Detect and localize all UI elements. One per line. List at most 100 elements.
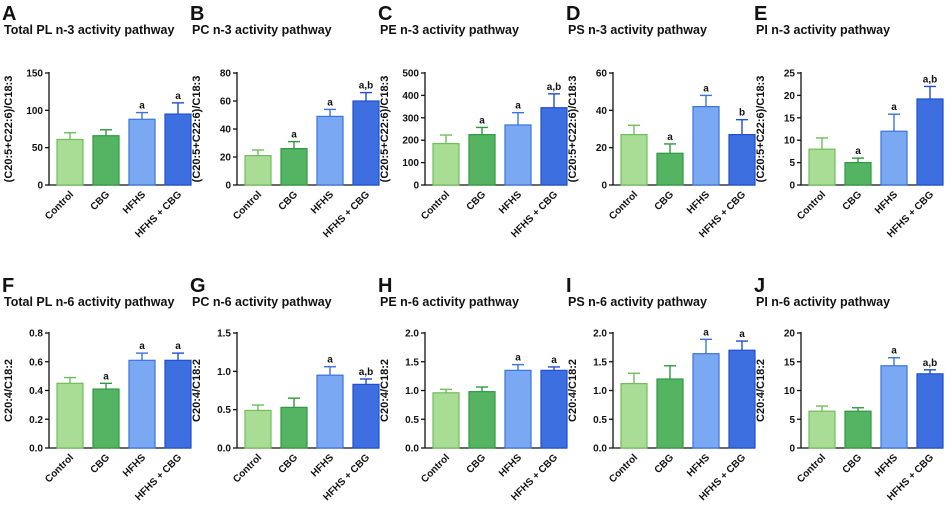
significance-label: a [703,327,709,338]
chart-title: Total PL n-3 activity pathway [4,23,174,37]
x-category-label: Control [795,189,828,222]
x-category-label: HFHS [309,189,336,216]
y-tick-label: 0.6 [29,357,43,368]
x-category-label: HFHS [873,189,900,216]
x-category-label: CBG [89,452,113,476]
y-tick-label: 1.5 [405,357,419,368]
y-tick-label: 300 [402,113,419,124]
significance-label: a,b [923,74,937,85]
chart-panel-e: EPI n-3 activity pathway (C20:5+C22:6)/C1… [754,3,944,240]
y-tick-label: 1.5 [217,329,231,340]
x-category-label: Control [795,452,828,485]
significance-label: a [327,97,333,108]
bar-control [244,155,272,186]
y-tick-label: 15 [784,357,796,368]
significance-label: a,b [359,81,373,92]
panel-letter: F [2,275,14,297]
panel-letter: H [378,275,392,297]
chart-panel-b: BPC n-3 activity pathway (C20:5+C22:6)/C1… [190,3,380,240]
panel-letter: C [378,3,392,25]
y-tick-label: 0 [789,181,795,192]
bar-hfhs-cbg [916,373,944,449]
y-tick-label: 150 [26,69,43,80]
chart-title: PC n-6 activity pathway [192,295,332,309]
bar-hfhs [880,130,908,186]
chart-title: PI n-3 activity pathway [756,23,890,37]
y-tick-label: 0.5 [217,405,231,416]
y-axis-label: (C20:5+C22:6)/C18:3 [755,76,767,183]
y-tick-label: 60 [220,97,232,108]
bar-cbg [280,148,308,186]
bar-hfhs-cbg [728,349,756,449]
y-tick-label: 0.5 [405,415,419,426]
y-axis-label: (C20:5+C22:6)/C18:3 [379,76,391,183]
significance-label: a [327,355,333,366]
significance-label: a,b [359,367,373,378]
bar-hfhs [316,374,344,449]
x-category-label: HFHS [121,189,148,216]
y-tick-label: 10 [784,386,796,397]
bar-control [244,409,272,449]
panel-letter: B [190,3,204,25]
bar-control [808,148,836,186]
chart-title: PE n-6 activity pathway [380,295,519,309]
x-category-label: CBG [277,452,301,476]
significance-label: a [515,101,521,112]
y-axis-label: (C20:5+C22:6)/C18:3 [567,76,579,183]
y-tick-label: 2.0 [593,329,607,340]
y-tick-label: 100 [26,106,43,117]
y-tick-label: 0.8 [29,329,43,340]
y-tick-label: 20 [220,153,232,164]
significance-label: a [103,371,109,382]
bar-cbg [468,391,496,449]
y-tick-label: 1.5 [593,357,607,368]
significance-label: a [139,341,145,352]
bar-hfhs-cbg [352,100,380,186]
y-tick-label: 25 [784,69,796,80]
y-tick-label: 40 [596,106,608,117]
significance-label: a [891,102,897,113]
significance-label: a [703,83,709,94]
bar-hfhs [128,118,156,186]
significance-label: a [891,346,897,357]
x-category-label: HFHS [497,189,524,216]
y-tick-label: 200 [402,136,419,147]
y-axis-label: C20:4/C18:2 [191,359,203,422]
bar-hfhs-cbg [540,369,568,449]
x-category-label: CBG [277,189,301,213]
y-axis-label: C20:4/C18:2 [755,359,767,422]
y-tick-label: 0 [789,444,795,455]
significance-label: a [175,341,181,352]
chart-title: PS n-3 activity pathway [568,23,707,37]
chart-panel-j: JPI n-6 activity pathway C20:4/C18:2 0 5 10 1… [754,275,944,503]
significance-label: a [175,91,181,102]
y-tick-label: 0 [37,181,43,192]
x-category-label: Control [43,189,76,222]
y-tick-label: 0.2 [29,415,43,426]
x-category-label: HFHS [873,452,900,479]
chart-panel-i: IPS n-6 activity pathway C20:4/C18:2 0.0 0.… [566,275,756,503]
significance-label: a,b [923,358,937,369]
x-category-label: Control [231,189,264,222]
x-category-label: Control [43,452,76,485]
chart-title: PC n-3 activity pathway [192,23,332,37]
x-category-label: CBG [653,189,677,213]
bar-hfhs [880,365,908,449]
panel-letter: D [566,3,580,25]
significance-label: a [551,355,557,366]
bar-cbg [92,135,120,186]
chart-title: Total PL n-6 activity pathway [4,295,174,309]
y-tick-label: 0 [225,181,231,192]
bar-control [808,410,836,449]
bar-hfhs [128,359,156,449]
y-tick-label: 15 [784,113,796,124]
bar-cbg [844,410,872,449]
y-axis-label: (C20:5+C22:6)/C18:3 [3,76,15,183]
significance-label: a [667,132,673,143]
x-category-label: CBG [89,189,113,213]
y-tick-label: 1.0 [405,386,419,397]
bar-control [620,383,648,449]
y-tick-label: 20 [784,329,796,340]
